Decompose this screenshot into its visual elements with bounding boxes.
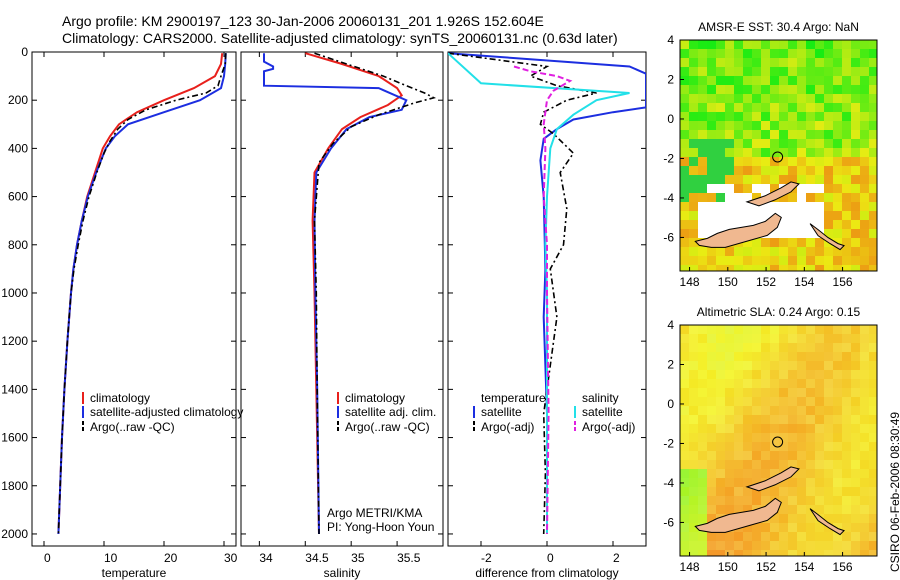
map-x-tick-label: 148 xyxy=(680,275,700,289)
map-y-tick-label: 0 xyxy=(667,397,674,411)
argo-position-marker xyxy=(772,436,784,448)
map-panel-sst-map xyxy=(679,39,878,272)
y-tick-label: 800 xyxy=(8,238,28,252)
series-line-clim xyxy=(305,52,404,535)
y-tick-label: 2000 xyxy=(1,527,28,541)
x-tick-label: 34.5 xyxy=(305,551,329,565)
map-y-tick-label: -2 xyxy=(663,436,674,450)
map-coastline-sla-map xyxy=(694,466,845,536)
map-x-tick-label: 154 xyxy=(794,560,814,574)
side-timestamp: CSIRO 06-Feb-2006 08:30:49 xyxy=(888,411,900,572)
island-new-guinea xyxy=(694,497,782,533)
map-x-tick-label: 150 xyxy=(718,560,738,574)
series-line-argo xyxy=(313,52,437,535)
y-tick-label: 1000 xyxy=(1,286,28,300)
island-new-guinea xyxy=(694,212,782,248)
map-x-tick-label: 148 xyxy=(680,560,700,574)
island-new-britain xyxy=(745,466,800,492)
figure-title-line-1: Argo profile: KM 2900197_123 30-Jan-2006… xyxy=(62,13,544,29)
panel-temperature xyxy=(31,51,237,547)
x-tick-label: -2 xyxy=(481,551,492,565)
x-tick-label: 0 xyxy=(547,551,554,565)
x-tick-label: 30 xyxy=(224,551,238,565)
series-line-sat xyxy=(57,53,227,535)
x-axis-label: salinity xyxy=(324,566,361,580)
y-tick-label: 0 xyxy=(21,45,28,59)
x-tick-label: 0 xyxy=(44,551,51,565)
y-tick-label: 200 xyxy=(8,93,28,107)
x-tick-label: 10 xyxy=(104,551,118,565)
x-tick-label: 2 xyxy=(613,551,620,565)
series-line-sal_argo xyxy=(513,65,573,535)
legend-group-temperature: temperature xyxy=(481,391,546,405)
y-tick-label: 1800 xyxy=(1,479,28,493)
map-y-tick-label: -4 xyxy=(663,476,674,490)
series-line-sal_sat xyxy=(448,52,630,534)
legend-entry-argo: Argo(..raw -QC) xyxy=(345,420,430,434)
y-tick-label: 600 xyxy=(8,190,28,204)
map-title-sla-map: Altimetric SLA: 0.24 Argo: 0.15 xyxy=(697,305,861,319)
figure-title-line-2: Climatology: CARS2000. Satellite-adjuste… xyxy=(62,30,618,46)
map-panel-sla-map xyxy=(679,324,878,557)
map-x-tick-label: 152 xyxy=(756,560,776,574)
legend-group-salinity: salinity xyxy=(582,391,619,405)
map-field-sst-map xyxy=(680,40,877,271)
legend-entry-satellite-adj: satellite adj. clim. xyxy=(345,405,436,419)
island-bougainville xyxy=(809,223,845,251)
panel-difference xyxy=(447,51,647,547)
y-tick-label: 1200 xyxy=(1,334,28,348)
map-y-tick-label: -6 xyxy=(663,230,674,244)
y-tick-label: 400 xyxy=(8,141,28,155)
island-new-britain xyxy=(745,181,800,207)
axes-frame-salinity xyxy=(240,51,444,547)
map-title-sst-map: AMSR-E SST: 30.4 Argo: NaN xyxy=(698,20,859,34)
map-coastline-sst-map xyxy=(694,181,845,251)
map-x-tick-label: 156 xyxy=(833,560,853,574)
series-line-sat xyxy=(263,53,408,535)
map-y-tick-label: 4 xyxy=(667,318,674,332)
map-x-tick-label: 156 xyxy=(833,275,853,289)
legend-entry-climatology: climatology xyxy=(345,391,405,405)
map-y-tick-label: -4 xyxy=(663,191,674,205)
axes-frame-temperature xyxy=(31,51,237,547)
x-tick-label: 34 xyxy=(259,551,273,565)
series-line-sat xyxy=(448,52,646,534)
legend-entry-satellite-adjusted: satellite-adjusted climatology xyxy=(90,405,243,419)
map-x-tick-label: 152 xyxy=(756,275,776,289)
map-y-tick-label: 0 xyxy=(667,112,674,126)
legend-entry-temp-satellite: satellite xyxy=(481,405,522,419)
map-y-tick-label: 4 xyxy=(667,33,674,47)
x-tick-label: 35 xyxy=(351,551,365,565)
float-owner-label: Argo METRI/KMA xyxy=(327,506,422,520)
map-y-tick-label: -2 xyxy=(663,151,674,165)
legend-entry-climatology: climatology xyxy=(90,391,150,405)
legend-entry-argo: Argo(..raw -QC) xyxy=(90,420,175,434)
map-y-tick-label: -6 xyxy=(663,515,674,529)
legend-entry-temp-argo: Argo(-adj) xyxy=(481,420,534,434)
map-field-sla-map xyxy=(680,325,877,556)
argo-position-marker xyxy=(772,151,784,163)
x-tick-label: 20 xyxy=(164,551,178,565)
series-line-clim xyxy=(57,53,224,535)
map-x-tick-label: 150 xyxy=(718,275,738,289)
legend-entry-sal-argo: Argo(-adj) xyxy=(582,420,635,434)
x-axis-label: difference from climatology xyxy=(475,566,618,580)
x-axis-label: temperature xyxy=(102,566,167,580)
y-tick-label: 1400 xyxy=(1,382,28,396)
map-y-tick-label: 2 xyxy=(667,357,674,371)
map-x-tick-label: 154 xyxy=(794,275,814,289)
island-bougainville xyxy=(809,508,845,536)
map-frame-sst-map xyxy=(679,39,878,272)
legend-entry-sal-satellite: satellite xyxy=(582,405,623,419)
y-tick-label: 1600 xyxy=(1,431,28,445)
map-y-tick-label: 2 xyxy=(667,72,674,86)
series-line-argo xyxy=(448,52,597,535)
series-line-argo xyxy=(57,53,227,535)
panel-salinity xyxy=(240,51,444,547)
principal-investigator-label: PI: Yong-Hoon Youn xyxy=(327,520,434,534)
x-tick-label: 35.5 xyxy=(397,551,421,565)
map-frame-sla-map xyxy=(679,324,878,557)
